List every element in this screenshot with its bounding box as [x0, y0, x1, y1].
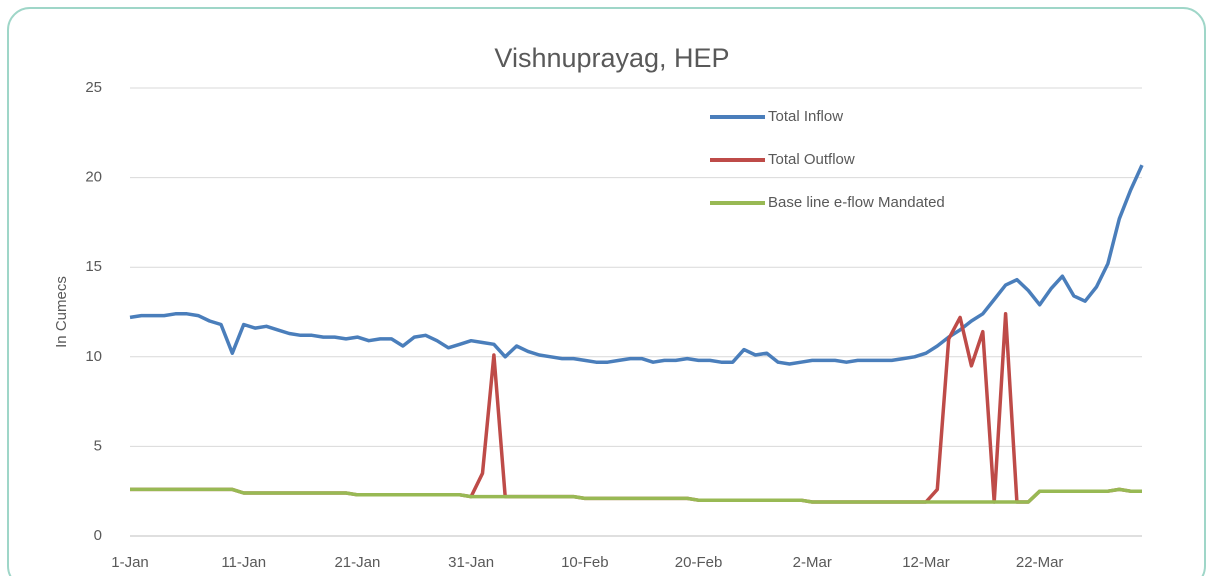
y-tick-label: 15 — [85, 258, 102, 275]
chart-title: Vishnuprayag, HEP — [494, 43, 729, 73]
x-tick-label: 11-Jan — [221, 554, 266, 571]
chart-frame — [7, 7, 1206, 576]
x-tick-label: 2-Mar — [793, 554, 832, 571]
x-tick-label: 20-Feb — [675, 554, 723, 571]
y-tick-label: 5 — [94, 437, 102, 454]
x-tick-label: 12-Mar — [902, 554, 950, 571]
x-tick-label: 10-Feb — [561, 554, 609, 571]
y-axis-label: In Cumecs — [53, 276, 70, 348]
legend-label: Total Outflow — [768, 151, 855, 168]
y-tick-label: 0 — [94, 527, 102, 544]
y-tick-label: 10 — [85, 348, 102, 365]
x-tick-label: 1-Jan — [111, 554, 149, 571]
legend-label: Total Inflow — [768, 108, 843, 125]
series-line — [129, 164, 1144, 366]
y-tick-label: 20 — [85, 169, 102, 186]
x-tick-label: 22-Mar — [1016, 554, 1064, 571]
legend-label: Base line e-flow Mandated — [768, 194, 945, 211]
series-line — [130, 487, 1142, 504]
x-tick-label: 21-Jan — [334, 554, 380, 571]
y-tick-label: 25 — [85, 79, 102, 96]
x-tick-label: 31-Jan — [448, 554, 494, 571]
